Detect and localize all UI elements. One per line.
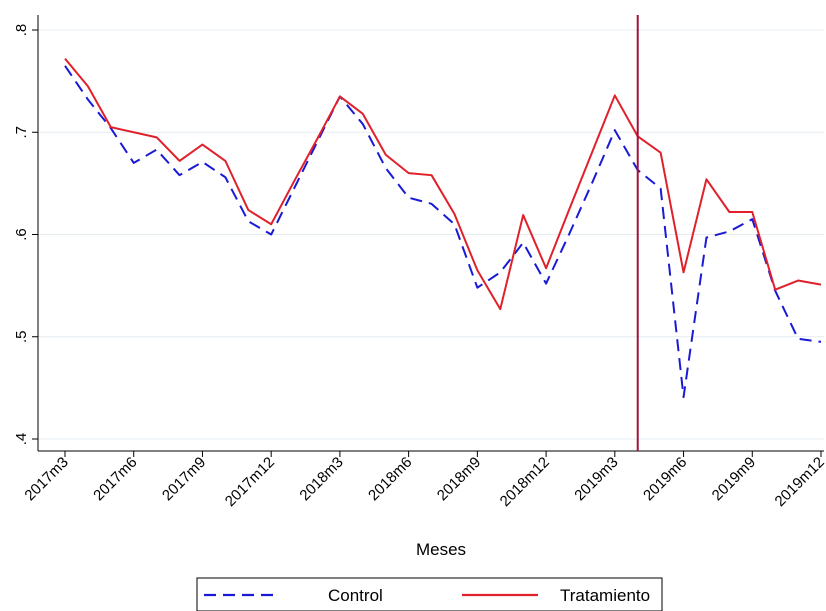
series-line-control [64,65,822,399]
x-tick-label: 2019m6 [640,454,690,504]
x-tick-label: 2017m6 [90,454,140,504]
y-tick-label: .8 [13,24,30,37]
y-tick-label: .4 [13,433,30,446]
y-tick-label: .6 [13,228,30,241]
x-tick-label: 2018m6 [365,454,415,504]
x-tick-label: 2019m9 [709,454,759,504]
series-line-tratamiento [64,57,822,311]
legend-box [196,577,663,611]
x-tick-label: 2019m12 [772,454,826,510]
x-tick-label: 2018m12 [497,454,553,510]
x-tick-label: 2017m3 [21,454,71,504]
x-axis-title: Meses [416,540,466,559]
x-ticks: 2017m3 2017m6 2017m9 2017m12 2018m3 2018m6 201… [21,451,826,510]
series-layer [64,57,822,399]
x-tick-label: 2018m3 [296,454,346,504]
x-tick-label: 2018m9 [434,454,484,504]
legend: Control Tratamiento [196,577,663,611]
x-tick-label: 2019m3 [571,454,621,504]
plot-area [38,15,824,451]
legend-label-control: Control [328,586,383,605]
y-tick-label: .7 [13,126,30,139]
legend-label-tratamiento: Tratamiento [560,586,650,605]
y-tick-label: .5 [13,330,30,343]
y-ticks: .4 .5 .6 .7 .8 [13,24,38,446]
x-tick-label: 2017m9 [159,454,209,504]
x-tick-label: 2017m12 [222,454,278,510]
